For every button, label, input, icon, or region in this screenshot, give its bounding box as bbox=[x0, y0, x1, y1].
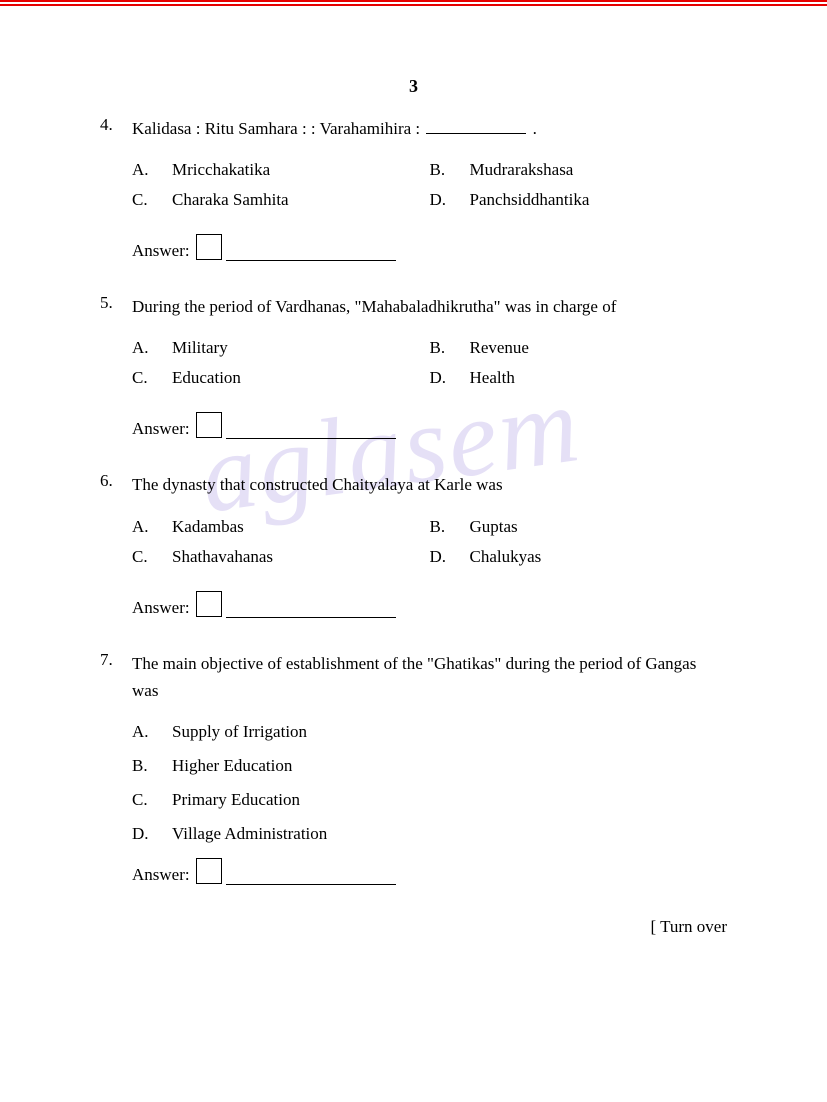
question-text-pre: During the period of Vardhanas, "Mahabal… bbox=[132, 297, 616, 316]
question-text: The dynasty that constructed Chaityalaya… bbox=[132, 471, 727, 498]
option-text: Health bbox=[470, 368, 728, 388]
question-number: 7. bbox=[100, 650, 132, 704]
option-text: Mudrarakshasa bbox=[470, 160, 728, 180]
answer-row: Answer: bbox=[132, 858, 727, 885]
option: D.Panchsiddhantika bbox=[430, 190, 728, 210]
answer-row: Answer: bbox=[132, 412, 727, 439]
option-letter: B. bbox=[430, 338, 470, 358]
option: B.Higher Education bbox=[132, 756, 727, 776]
option-letter: B. bbox=[430, 160, 470, 180]
answer-box[interactable] bbox=[196, 234, 222, 260]
option: D.Chalukyas bbox=[430, 547, 728, 567]
page-number: 3 bbox=[100, 76, 727, 97]
option-text: Shathavahanas bbox=[172, 547, 430, 567]
question-number: 4. bbox=[100, 115, 132, 142]
option-letter: C. bbox=[132, 190, 172, 210]
option-letter: D. bbox=[430, 368, 470, 388]
question-row: 7.The main objective of establishment of… bbox=[100, 650, 727, 704]
option-letter: D. bbox=[430, 190, 470, 210]
option: B.Guptas bbox=[430, 517, 728, 537]
question-block: 5.During the period of Vardhanas, "Mahab… bbox=[100, 293, 727, 439]
option-letter: C. bbox=[132, 368, 172, 388]
option-text: Village Administration bbox=[172, 824, 727, 844]
option: A.Military bbox=[132, 338, 430, 358]
question-text-pre: The main objective of establishment of t… bbox=[132, 654, 696, 700]
answer-label: Answer: bbox=[132, 598, 190, 618]
option: A.Kadambas bbox=[132, 517, 430, 537]
option-letter: D. bbox=[430, 547, 470, 567]
option-letter: A. bbox=[132, 517, 172, 537]
answer-line bbox=[226, 884, 396, 885]
option-text: Higher Education bbox=[172, 756, 727, 776]
options-container: A.KadambasB.GuptasC.ShathavahanasD.Chalu… bbox=[132, 517, 727, 577]
option-text: Revenue bbox=[470, 338, 728, 358]
answer-row: Answer: bbox=[132, 234, 727, 261]
option-letter: B. bbox=[132, 756, 172, 776]
option-letter: A. bbox=[132, 722, 172, 742]
option: C.Education bbox=[132, 368, 430, 388]
question-row: 6.The dynasty that constructed Chaityala… bbox=[100, 471, 727, 498]
question-text: During the period of Vardhanas, "Mahabal… bbox=[132, 293, 727, 320]
question-text: Kalidasa : Ritu Samhara : : Varahamihira… bbox=[132, 115, 727, 142]
fill-blank-line bbox=[426, 133, 526, 134]
question-row: 5.During the period of Vardhanas, "Mahab… bbox=[100, 293, 727, 320]
answer-label: Answer: bbox=[132, 865, 190, 885]
question-text-pre: The dynasty that constructed Chaityalaya… bbox=[132, 475, 503, 494]
option: B.Mudrarakshasa bbox=[430, 160, 728, 180]
option-text: Guptas bbox=[470, 517, 728, 537]
question-text-pre: Kalidasa : Ritu Samhara : : Varahamihira… bbox=[132, 119, 424, 138]
options-container: A.Supply of IrrigationB.Higher Education… bbox=[132, 722, 727, 844]
option: C.Charaka Samhita bbox=[132, 190, 430, 210]
option-letter: A. bbox=[132, 338, 172, 358]
option: D.Village Administration bbox=[132, 824, 727, 844]
answer-line bbox=[226, 260, 396, 261]
option-text: Supply of Irrigation bbox=[172, 722, 727, 742]
answer-box[interactable] bbox=[196, 858, 222, 884]
answer-box[interactable] bbox=[196, 412, 222, 438]
option-text: Primary Education bbox=[172, 790, 727, 810]
option: A.Supply of Irrigation bbox=[132, 722, 727, 742]
option-text: Charaka Samhita bbox=[172, 190, 430, 210]
answer-line bbox=[226, 617, 396, 618]
question-text: The main objective of establishment of t… bbox=[132, 650, 727, 704]
option-text: Military bbox=[172, 338, 430, 358]
question-number: 5. bbox=[100, 293, 132, 320]
answer-label: Answer: bbox=[132, 419, 190, 439]
option-letter: A. bbox=[132, 160, 172, 180]
answer-label: Answer: bbox=[132, 241, 190, 261]
option: A.Mricchakatika bbox=[132, 160, 430, 180]
option: D.Health bbox=[430, 368, 728, 388]
question-block: 7.The main objective of establishment of… bbox=[100, 650, 727, 885]
answer-line bbox=[226, 438, 396, 439]
question-block: 4.Kalidasa : Ritu Samhara : : Varahamihi… bbox=[100, 115, 727, 261]
option: B.Revenue bbox=[430, 338, 728, 358]
option-letter: C. bbox=[132, 547, 172, 567]
option: C.Primary Education bbox=[132, 790, 727, 810]
option-letter: B. bbox=[430, 517, 470, 537]
turn-over-text: [ Turn over bbox=[100, 917, 727, 937]
option-letter: C. bbox=[132, 790, 172, 810]
page-content: aglasem 3 4.Kalidasa : Ritu Samhara : : … bbox=[0, 6, 827, 977]
option: C.Shathavahanas bbox=[132, 547, 430, 567]
answer-box[interactable] bbox=[196, 591, 222, 617]
option-letter: D. bbox=[132, 824, 172, 844]
question-text-post: . bbox=[528, 119, 537, 138]
option-text: Chalukyas bbox=[470, 547, 728, 567]
option-text: Kadambas bbox=[172, 517, 430, 537]
question-block: 6.The dynasty that constructed Chaityala… bbox=[100, 471, 727, 617]
option-text: Education bbox=[172, 368, 430, 388]
question-number: 6. bbox=[100, 471, 132, 498]
option-text: Mricchakatika bbox=[172, 160, 430, 180]
option-text: Panchsiddhantika bbox=[470, 190, 728, 210]
answer-row: Answer: bbox=[132, 591, 727, 618]
options-container: A.MilitaryB.RevenueC.EducationD.Health bbox=[132, 338, 727, 398]
question-row: 4.Kalidasa : Ritu Samhara : : Varahamihi… bbox=[100, 115, 727, 142]
options-container: A.MricchakatikaB.MudrarakshasaC.Charaka … bbox=[132, 160, 727, 220]
